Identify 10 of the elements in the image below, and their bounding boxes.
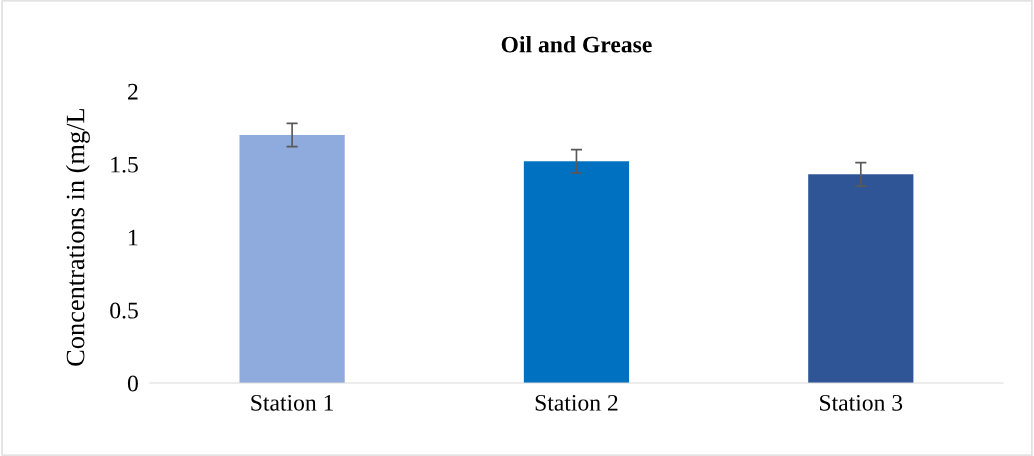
y-tick-label: 0.5 <box>110 302 138 319</box>
y-tick-label: 1.5 <box>111 156 138 173</box>
x-tick-label: Station 2 <box>535 394 618 411</box>
chart-title: Oil and Grease <box>501 35 652 53</box>
y-tick-label: 2 <box>128 83 138 100</box>
x-tick-label: Station 3 <box>820 394 903 411</box>
x-tick-label: Station 1 <box>251 394 333 411</box>
y-tick-label: 1 <box>129 229 138 246</box>
y-tick-label: 0 <box>127 375 138 392</box>
y-axis-title: Concentrations in (mg/L <box>65 108 90 366</box>
